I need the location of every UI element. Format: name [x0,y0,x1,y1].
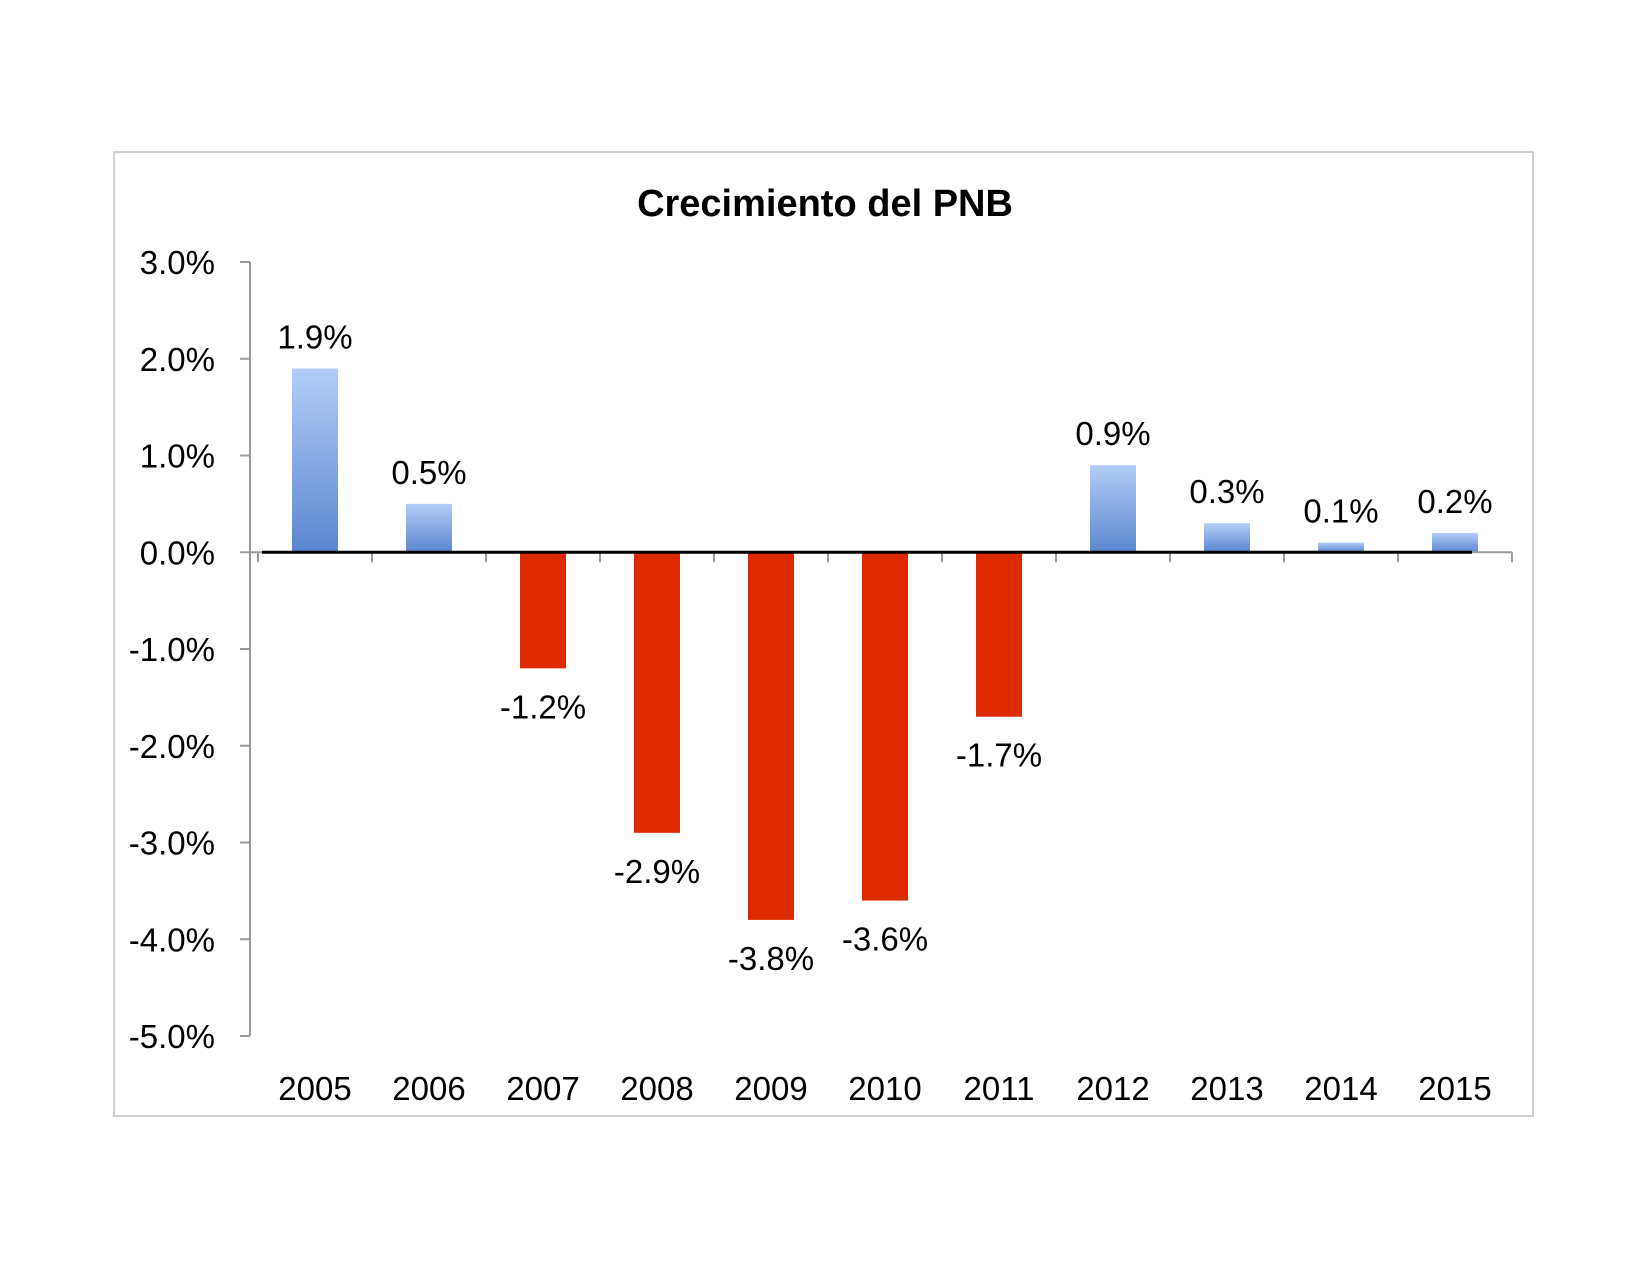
bar-negative [748,552,794,920]
x-category-label: 2010 [848,1070,921,1107]
data-label: -2.9% [614,853,700,890]
y-tick-label: 1.0% [140,438,215,475]
y-tick-label: -2.0% [129,728,215,765]
bar-positive [1204,523,1250,553]
x-category-label: 2013 [1190,1070,1263,1107]
data-label: 0.1% [1303,493,1378,530]
x-category-label: 2008 [620,1070,693,1107]
bar-negative [634,552,680,833]
y-tick-label: 0.0% [140,534,215,571]
data-label: -3.6% [842,921,928,958]
bar-positive [1318,542,1364,553]
chart-title: Crecimiento del PNB [637,183,1013,225]
x-category-label: 2011 [964,1070,1035,1107]
bar-negative [976,552,1022,717]
data-label: -1.2% [500,688,586,725]
bars [292,368,1478,920]
bar-positive [1090,465,1136,553]
y-tick-label: -3.0% [129,825,215,862]
data-label: 0.5% [391,454,466,491]
data-label: 0.9% [1075,415,1150,452]
y-tick-label: 3.0% [140,244,215,281]
data-label: -3.8% [728,940,814,977]
x-category-label: 2014 [1304,1070,1377,1107]
x-axis: 2005 2006 2007 2008 2009 2010 2011 2012 2013 2014… [250,550,1513,1107]
x-category-label: 2006 [392,1070,465,1107]
data-labels: 1.9% 0.5% -1.2% -2.9% -3.8% -3.6% -1.7% 0.9% 0.3… [277,318,1492,976]
x-category-label: 2005 [278,1070,351,1107]
bar-positive [406,503,452,553]
bar-negative [520,552,566,669]
chart-frame [113,151,1534,1117]
bar-positive [292,368,338,553]
y-tick-label: -5.0% [129,1018,215,1055]
x-category-label: 2009 [734,1070,807,1107]
data-label: 1.9% [277,318,352,355]
y-axis: 3.0% 2.0% 1.0% 0.0% -1.0% -2.0% -3.0% -4.0% -5.0… [129,244,251,1055]
y-tick-label: 2.0% [140,341,215,378]
bar-positive [1432,532,1478,553]
y-tick-label: -4.0% [129,921,215,958]
data-label: 0.3% [1189,473,1264,510]
bar-negative [862,552,908,901]
data-label: -1.7% [956,737,1042,774]
x-category-label: 2012 [1076,1070,1149,1107]
y-tick-label: -1.0% [129,631,215,668]
data-label: 0.2% [1417,483,1492,520]
x-category-label: 2007 [506,1070,579,1107]
x-category-label: 2015 [1418,1070,1491,1107]
